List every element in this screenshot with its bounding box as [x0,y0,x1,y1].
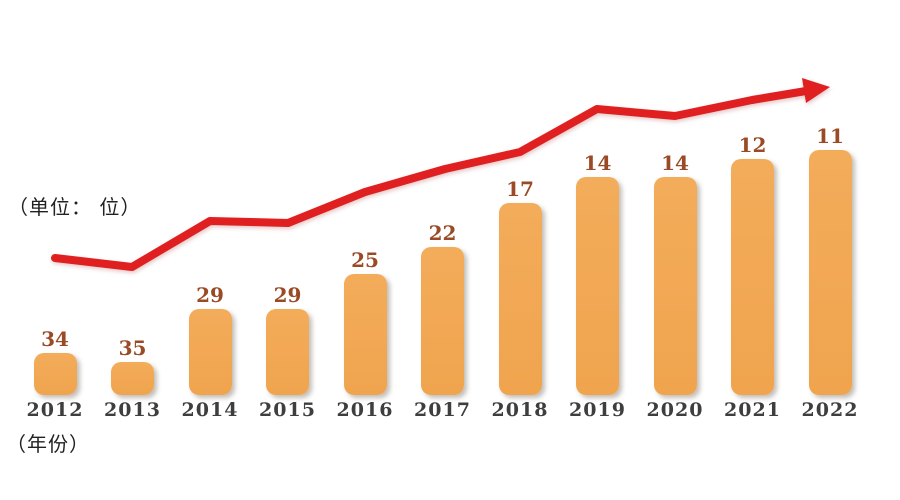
value-label-2012: 34 [41,327,69,351]
x-axis-label: （年份） [6,432,90,456]
bar-2013 [111,362,154,395]
bar-2017 [421,247,464,395]
value-label-2019: 14 [583,151,612,175]
year-label-2020: 2020 [646,399,704,421]
bar-2021 [731,159,774,395]
year-label-2019: 2019 [569,399,626,421]
value-label-2014: 29 [196,283,224,307]
bar-2022 [808,150,852,395]
bar-2014 [188,309,232,395]
value-label-2018: 17 [506,177,534,201]
bar-2018 [498,203,542,395]
year-label-2018: 2018 [491,399,549,421]
bar-2016 [343,274,387,395]
value-label-2013: 35 [118,336,147,360]
year-label-2014: 2014 [181,399,239,421]
value-label-2020: 14 [661,151,689,175]
value-label-2021: 12 [738,133,767,157]
value-label-2016: 25 [351,248,379,272]
bar-2015 [266,309,309,395]
bar-2012 [33,353,77,395]
bar-2020 [653,177,697,395]
year-label-2017: 2017 [414,399,471,421]
year-label-2022: 2022 [801,399,859,421]
bar-2019 [576,177,619,395]
value-label-2017: 22 [428,221,457,245]
year-label-2012: 2012 [26,399,84,421]
value-label-2015: 29 [273,283,302,307]
year-label-2021: 2021 [724,399,781,421]
year-label-2013: 2013 [104,399,161,421]
value-label-2022: 11 [816,124,844,148]
year-label-2016: 2016 [336,399,394,421]
year-label-2015: 2015 [259,399,316,421]
